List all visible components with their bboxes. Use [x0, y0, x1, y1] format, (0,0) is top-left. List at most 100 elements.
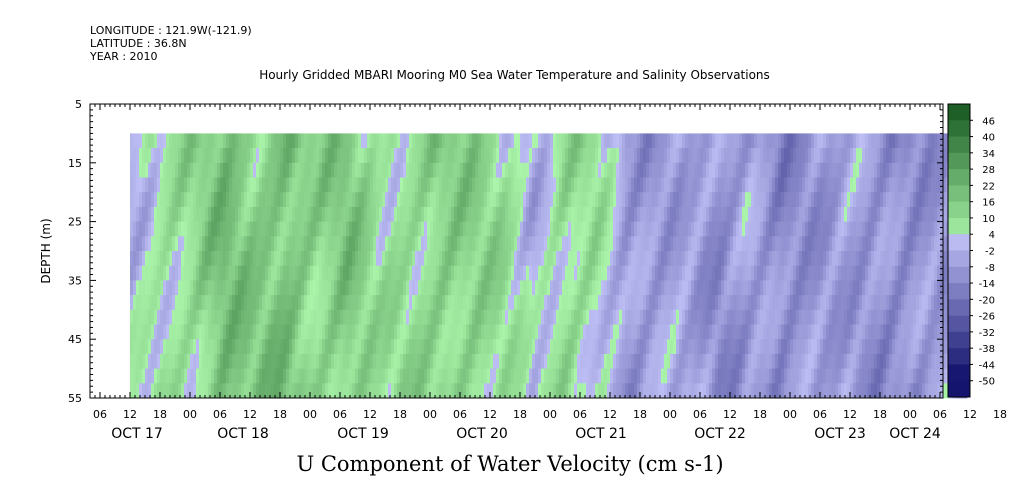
heat-cell [706, 383, 710, 399]
heat-cell [451, 236, 455, 252]
heat-cell [148, 221, 152, 237]
heat-cell [436, 177, 440, 193]
heat-cell [349, 251, 353, 267]
heat-cell [679, 148, 683, 164]
heat-cell [859, 339, 863, 355]
heat-cell [214, 353, 218, 369]
heat-cell [250, 206, 254, 222]
heat-cell [208, 162, 212, 178]
heat-cell [856, 162, 860, 178]
heat-cell [691, 339, 695, 355]
heat-cell [706, 265, 710, 281]
heat-cell [862, 295, 866, 311]
heat-cell [211, 148, 215, 164]
heat-cell [232, 162, 236, 178]
heat-cell [214, 221, 218, 237]
heat-cell [322, 206, 326, 222]
heat-cell [229, 133, 233, 149]
heat-cell [469, 148, 473, 164]
heat-cell [931, 148, 935, 164]
heat-cell [889, 339, 893, 355]
heat-cell [268, 221, 272, 237]
heat-cell [190, 339, 194, 355]
heat-cell [943, 265, 947, 281]
heat-cell [367, 324, 371, 340]
heat-cell [307, 324, 311, 340]
heat-cell [886, 236, 890, 252]
heat-cell [292, 192, 296, 208]
heat-cell [259, 236, 263, 252]
heat-cell [451, 162, 455, 178]
heat-cell [313, 309, 317, 325]
heat-cell [169, 368, 173, 384]
heat-cell [586, 148, 590, 164]
heat-cell [301, 353, 305, 369]
heat-cell [622, 192, 626, 208]
heat-cell [616, 280, 620, 296]
heat-cell [928, 221, 932, 237]
heat-cell [397, 192, 401, 208]
heat-cell [910, 177, 914, 193]
heat-cell [892, 148, 896, 164]
heat-cell [739, 265, 743, 281]
heat-cell [313, 265, 317, 281]
heat-cell [724, 251, 728, 267]
heat-cell [607, 162, 611, 178]
heat-cell [667, 133, 671, 149]
heat-cell [391, 309, 395, 325]
heat-cell [487, 133, 491, 149]
heat-cell [190, 236, 194, 252]
heat-cell [895, 251, 899, 267]
heat-cell [784, 236, 788, 252]
heat-cell [325, 339, 329, 355]
heat-cell [751, 368, 755, 384]
heat-cell [541, 368, 545, 384]
heat-cell [322, 133, 326, 149]
heat-cell [748, 383, 752, 399]
heat-cell [655, 206, 659, 222]
heat-cell [301, 265, 305, 281]
heat-cell [931, 383, 935, 399]
heat-cell [712, 368, 716, 384]
heat-cell [406, 133, 410, 149]
heat-cell [541, 309, 545, 325]
heat-cell [934, 221, 938, 237]
heat-cell [259, 280, 263, 296]
heat-cell [607, 236, 611, 252]
heat-cell [568, 295, 572, 311]
heat-cell [367, 339, 371, 355]
heat-cell [667, 162, 671, 178]
heat-cell [514, 309, 518, 325]
heat-cell [412, 368, 416, 384]
heat-cell [694, 353, 698, 369]
heat-cell [796, 221, 800, 237]
heat-cell [763, 162, 767, 178]
heat-cell [568, 133, 572, 149]
heat-cell [178, 324, 182, 340]
heat-cell [400, 236, 404, 252]
heat-cell [259, 177, 263, 193]
heat-cell [703, 221, 707, 237]
heat-cell [718, 177, 722, 193]
heat-cell [550, 251, 554, 267]
heat-cell [604, 339, 608, 355]
heat-cell [319, 265, 323, 281]
heat-cell [394, 265, 398, 281]
heat-cell [427, 353, 431, 369]
heat-cell [436, 206, 440, 222]
heat-cell [448, 280, 452, 296]
heat-cell [562, 148, 566, 164]
heat-cell [166, 353, 170, 369]
heat-cell [934, 162, 938, 178]
heat-cell [739, 251, 743, 267]
heat-cell [238, 251, 242, 267]
heat-cell [820, 339, 824, 355]
heat-cell [214, 309, 218, 325]
heat-cell [484, 324, 488, 340]
heat-cell [199, 221, 203, 237]
heat-cell [748, 339, 752, 355]
heat-cell [466, 309, 470, 325]
heat-cell [340, 236, 344, 252]
heat-cell [196, 192, 200, 208]
heat-cell [295, 251, 299, 267]
